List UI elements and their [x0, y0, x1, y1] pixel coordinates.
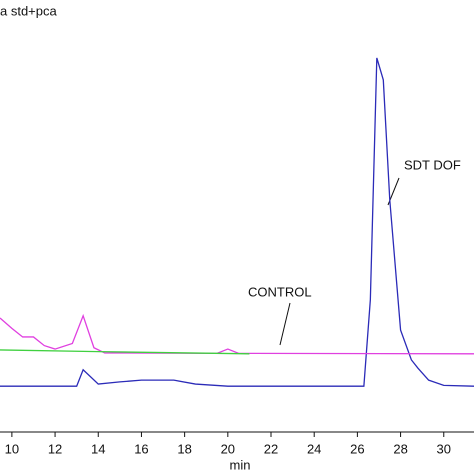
x-tick-label: 24	[307, 441, 321, 456]
annotation-arrow	[279, 302, 291, 346]
series-line	[0, 313, 474, 355]
annotation: SDT DOF	[404, 157, 461, 172]
x-tick-label: 26	[350, 441, 364, 456]
x-tick-label: 18	[177, 441, 191, 456]
x-tick-label: 20	[221, 441, 235, 456]
x-tick-label: 30	[437, 441, 451, 456]
series-line	[0, 57, 474, 387]
x-axis-label: min	[230, 457, 251, 472]
annotation: CONTROL	[248, 284, 312, 299]
x-tick-label: 12	[48, 441, 62, 456]
x-tick-label: 16	[134, 441, 148, 456]
x-tick-label: 28	[393, 441, 407, 456]
x-tick-label: 22	[264, 441, 278, 456]
series-line	[0, 349, 250, 355]
x-tick-label: 14	[91, 441, 105, 456]
x-tick-label: 10	[5, 441, 19, 456]
chart-title: a std+pca	[0, 3, 58, 18]
